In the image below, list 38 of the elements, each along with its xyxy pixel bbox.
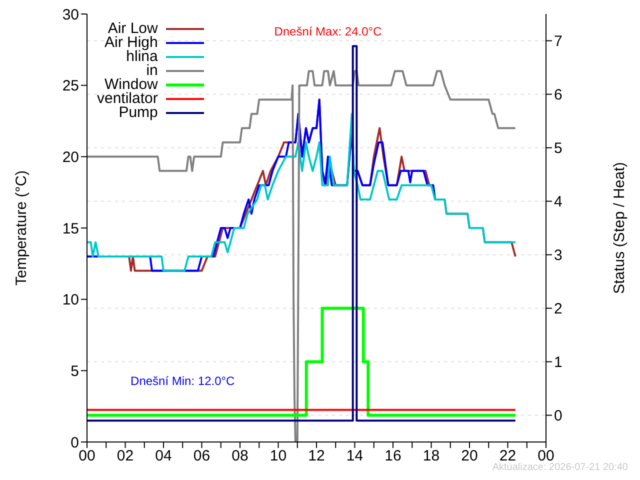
legend-label: Window [104,76,158,93]
x-tick-label: 06 [193,448,210,465]
y-axis-title: Temperature (°C) [12,170,30,286]
x-tick-label: 12 [308,448,325,465]
x-tick-label: 16 [384,448,402,465]
legend-label: Air High [104,34,158,51]
annotation: Dnešní Max: 24.0°C [274,24,382,38]
y2-tick-label: 1 [554,354,562,372]
legend-label: Air Low [108,20,158,37]
y2-tick-label: 7 [554,33,562,50]
y-tick-label: 0 [70,434,79,452]
y2-tick-label: 0 [554,408,562,425]
annotation: Dnešní Min: 12.0°C [130,374,236,388]
y2-tick-label: 2 [554,300,562,318]
y2-tick-label: 5 [554,140,562,158]
y-tick-label: 10 [62,292,79,309]
x-tick-label: 18 [422,448,440,465]
legend-label: Pump [118,104,158,121]
x-tick-label: 08 [232,448,248,465]
x-tick-label: 20 [461,448,478,465]
x-tick-label: 14 [346,448,364,465]
y2-tick-label: 6 [554,86,562,104]
y2-tick-label: 4 [554,194,562,211]
y2-axis-title: Status (Step / Heat) [610,162,628,294]
x-tick-label: 22 [499,448,516,465]
x-tick-label: 02 [116,448,134,465]
x-tick-label: 04 [155,448,172,465]
legend-label: in [146,62,158,79]
x-tick-label: 10 [270,448,287,465]
y-tick-label: 15 [62,220,79,238]
legend-label: ventilator [97,90,158,107]
y-tick-label: 20 [62,148,79,166]
y-tick-label: 30 [62,6,79,24]
y-tick-label: 25 [62,78,79,95]
y-tick-label: 5 [70,362,79,380]
x-tick-label: 00 [538,448,554,465]
x-tick-label: 00 [78,448,96,465]
y2-tick-label: 3 [554,247,562,264]
